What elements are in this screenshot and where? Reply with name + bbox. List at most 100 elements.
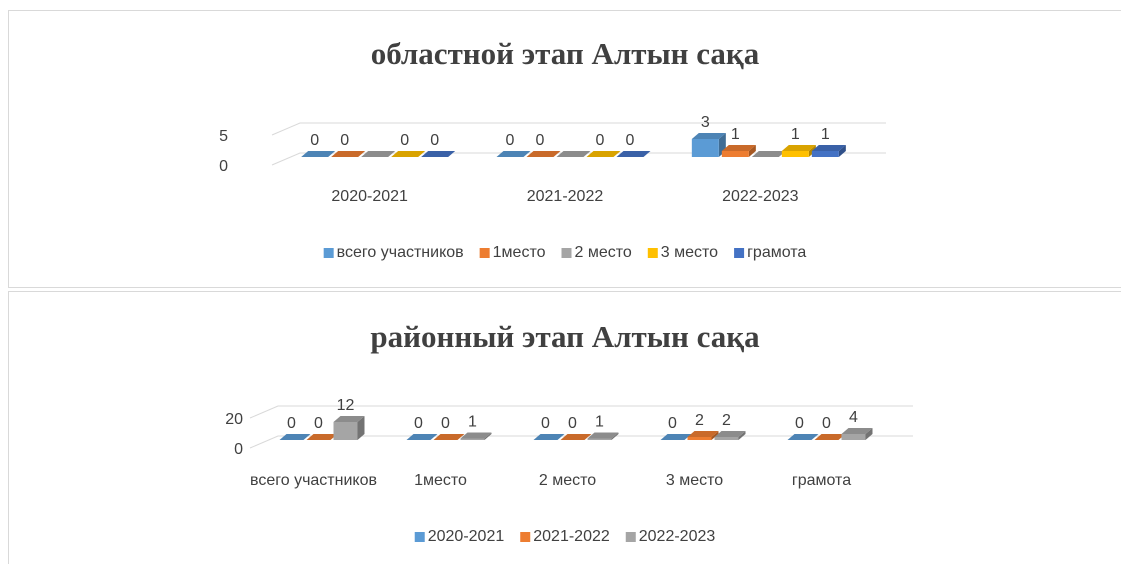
bar [660,434,692,440]
data-label: 1 [791,126,800,143]
bar-front [841,434,866,440]
legend-swatch [414,532,425,542]
legend-swatch [323,248,334,258]
data-label: 0 [626,132,635,149]
legend-label: 2 место [574,244,631,261]
bar [751,151,786,157]
data-label: 0 [506,132,515,149]
data-label: 0 [668,415,677,432]
data-label: 0 [287,415,296,432]
bar [301,151,336,157]
bar-top [841,428,873,434]
bar-front [721,151,749,157]
bar [526,151,561,157]
data-label: 1 [821,126,830,143]
bar-front [333,422,358,440]
bar-top [306,434,338,440]
legend-label: всего участников [337,244,464,261]
bar-top [533,434,565,440]
x-tick-label: грамота [792,472,851,489]
bar [841,428,873,440]
bar-top [421,151,456,157]
y-tick-label: 5 [219,128,228,145]
bar [811,145,846,157]
legend-swatch [647,248,658,258]
bar-top [687,431,719,437]
bar [391,151,426,157]
x-tick-label: 2 место [539,472,596,489]
bar-front [691,139,719,157]
chart: областной этап Алтын сақа 0 5 2020-2021 0 0 0 0… [8,10,1121,288]
chart-title: областной этап Алтын сақа [371,36,760,71]
data-label: 4 [849,409,858,426]
data-label: 0 [414,415,423,432]
data-label: 0 [314,415,323,432]
bar-front [687,437,712,440]
bar [533,434,565,440]
bar-top [406,434,438,440]
x-tick-label: 2022-2023 [722,188,799,205]
bar [586,151,621,157]
bar [691,133,726,157]
legend-swatch [520,532,531,542]
data-label: 2 [722,412,731,429]
chart-frame [8,291,1121,564]
grid-line [271,122,886,136]
bar-front [714,437,739,440]
bar-side [357,416,365,440]
bar-side [838,145,846,157]
legend: 2020-2021 2021-2022 2022-2023 [414,528,715,545]
x-tick-label: 2020-2021 [331,188,408,205]
data-label: 1 [468,414,477,431]
bar-top [787,434,819,440]
bar-top [391,151,426,157]
legend-swatch [734,248,745,258]
bar [306,434,338,440]
bar [616,151,651,157]
bar-top [361,151,396,157]
bar-top [691,133,726,139]
bar-top [333,416,365,422]
legend-swatch [561,248,572,258]
bar-top [556,151,591,157]
data-label: 0 [568,415,577,432]
bar-top [496,151,531,157]
legend: всего участников 1место 2 место 3 место грам… [323,244,806,261]
bar-top [587,432,619,439]
bar [721,145,756,157]
data-label: 0 [441,415,450,432]
bar [556,151,591,157]
y-tick-label: 0 [234,441,243,458]
bar-top [433,434,465,440]
bar-top [560,434,592,440]
data-label: 0 [822,415,831,432]
bar-top [814,434,846,440]
data-label: 0 [340,132,349,149]
data-label: 1 [595,414,604,431]
bar-side [738,431,746,440]
y-tick-label: 0 [219,158,228,175]
bar-front [460,438,485,440]
bar [560,434,592,440]
data-label: 1 [731,126,740,143]
data-label: 2 [695,412,704,429]
bar-side [484,432,492,440]
data-label: 0 [795,415,804,432]
legend-label: 3 место [661,244,718,261]
bar [714,431,746,440]
bar [496,151,531,157]
bar-side [611,432,619,440]
bar-top [751,151,786,157]
bar [433,434,465,440]
bar-top [586,151,621,157]
bar-top [301,151,336,157]
legend-label: 2021-2022 [533,528,610,545]
bar [787,434,819,440]
bar-top [460,432,492,439]
bar-top [721,145,756,151]
legend-swatch [625,532,636,542]
grid-line [249,405,913,419]
chart-frame [8,10,1121,288]
